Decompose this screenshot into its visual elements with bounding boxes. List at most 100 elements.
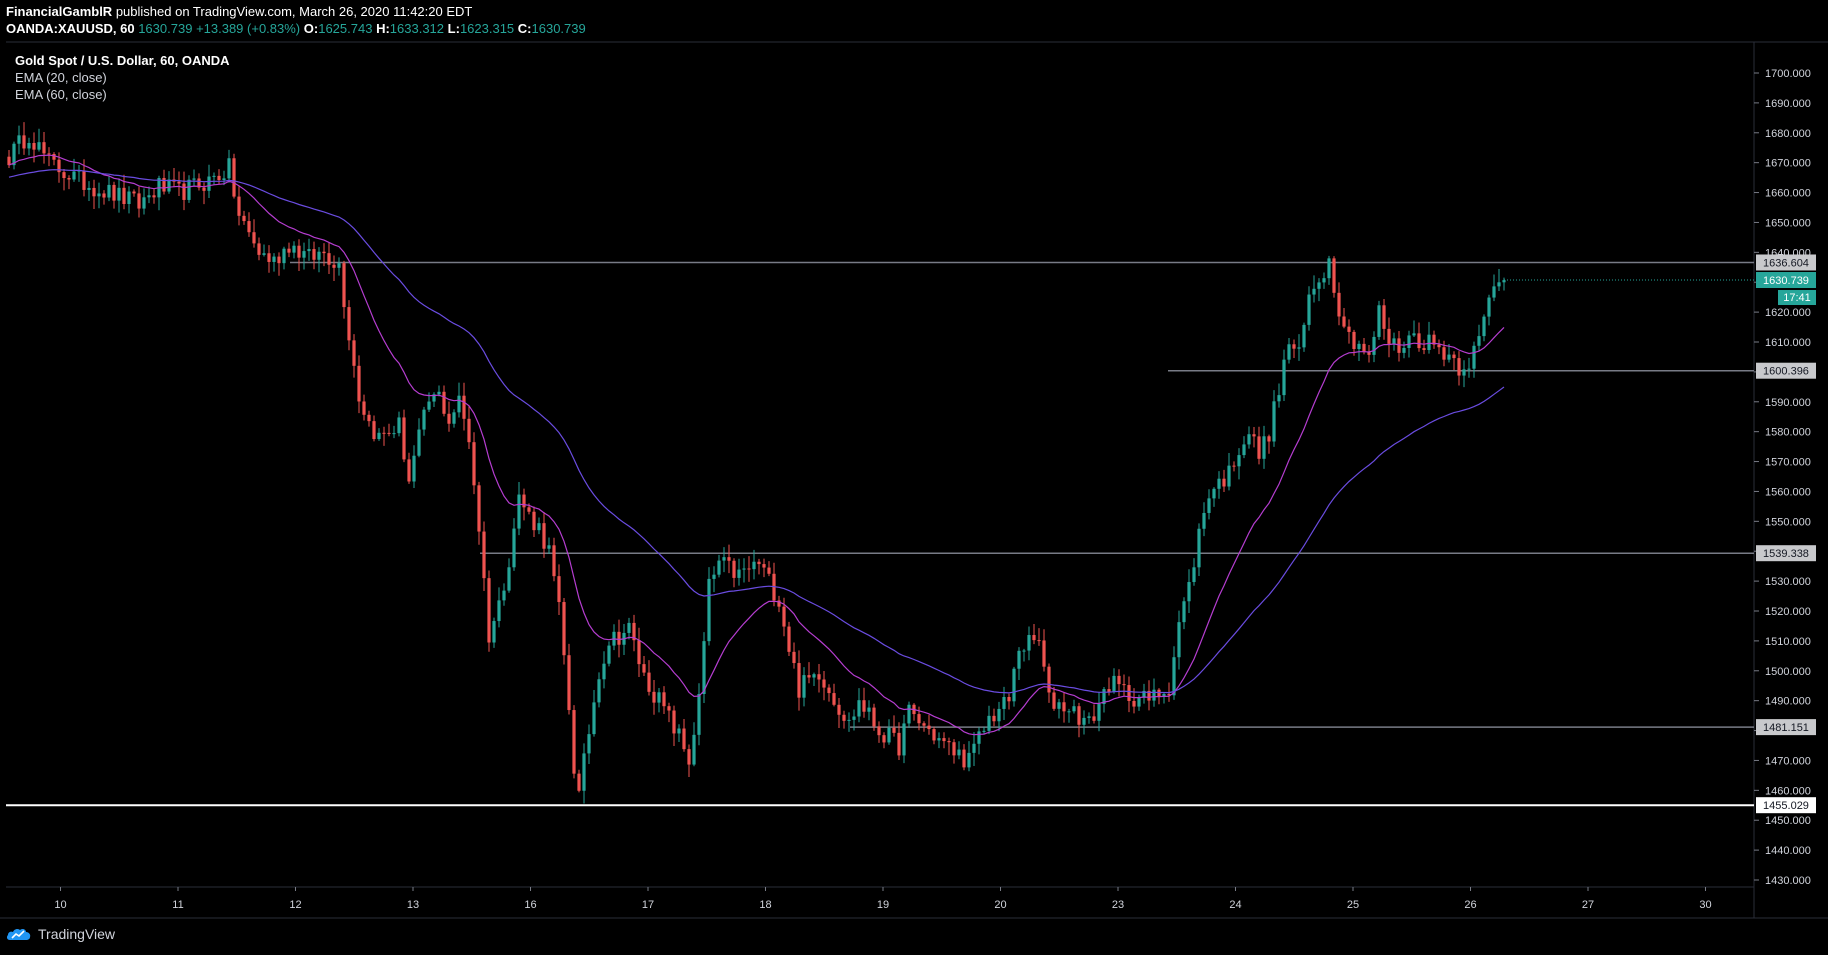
candle-body xyxy=(1062,702,1066,712)
candle-body xyxy=(1232,465,1236,467)
tradingview-logo[interactable]: TradingView xyxy=(6,926,115,942)
candle-body xyxy=(1462,369,1466,376)
close-value: 1630.739 xyxy=(531,21,586,36)
candle-body xyxy=(1497,282,1501,287)
candle-body xyxy=(1152,689,1156,701)
candle-body xyxy=(812,674,816,678)
candle-body xyxy=(1352,331,1356,349)
candle-body xyxy=(417,429,421,456)
candle-body xyxy=(1167,694,1171,696)
candle-body xyxy=(1272,401,1276,442)
candle-body xyxy=(1112,675,1116,693)
candle-body xyxy=(87,187,91,190)
candle-body xyxy=(1047,666,1051,693)
candle-body xyxy=(1377,305,1381,337)
level-price-badge xyxy=(1756,545,1816,562)
y-tick-label: 1530.000 xyxy=(1765,576,1811,588)
candle-body xyxy=(507,567,511,591)
y-tick-label: 1430.000 xyxy=(1765,875,1811,887)
y-tick-label: 1560.000 xyxy=(1765,486,1811,498)
candle-body xyxy=(832,693,836,705)
candle-body xyxy=(767,567,771,574)
candle-body xyxy=(732,560,736,578)
candle-body xyxy=(1142,690,1146,698)
candle-body xyxy=(902,723,906,756)
x-tick-label: 13 xyxy=(407,899,419,911)
x-tick-label: 30 xyxy=(1699,899,1711,911)
candle-body xyxy=(742,568,746,570)
price-axis[interactable]: 1430.000 1440.000 1450.000 1460.000 1470.000… xyxy=(1754,68,1811,887)
candle-body xyxy=(1342,316,1346,327)
indicator-legend: Gold Spot / U.S. Dollar, 60, OANDA EMA (… xyxy=(15,52,230,103)
candle-body xyxy=(362,401,366,415)
candle-body xyxy=(1002,697,1006,709)
candle-body xyxy=(322,251,326,254)
candle-body xyxy=(672,710,676,734)
candle-body xyxy=(1157,689,1161,697)
candle-body xyxy=(1487,297,1491,317)
candle-body xyxy=(1197,528,1201,568)
candle-body xyxy=(1027,635,1031,651)
candle-body xyxy=(387,432,391,434)
candle-body xyxy=(1182,601,1186,623)
candle-body xyxy=(1127,685,1131,701)
candle-body xyxy=(982,730,986,732)
chart-title[interactable]: Gold Spot / U.S. Dollar, 60, OANDA xyxy=(15,53,230,68)
candle-body xyxy=(422,409,426,430)
y-tick-label: 1650.000 xyxy=(1765,217,1811,229)
candle-body xyxy=(472,442,476,486)
y-tick-label: 1670.000 xyxy=(1765,158,1811,170)
time-axis[interactable]: 10 11 12 13 16 17 18 19 20 23 24 25 26 27 30 xyxy=(54,887,1712,911)
candle-body xyxy=(242,215,246,222)
candle-body xyxy=(1502,280,1506,283)
candle-body xyxy=(1037,640,1041,642)
candle-body xyxy=(677,728,681,734)
candle-body xyxy=(1452,354,1456,359)
candle-body xyxy=(867,707,871,712)
candle-body xyxy=(1177,622,1181,658)
candle-body xyxy=(1472,345,1476,369)
candle-body xyxy=(332,264,336,268)
candle-body xyxy=(1417,333,1421,349)
candle-body xyxy=(92,187,96,197)
candle-body xyxy=(1482,316,1486,337)
author-name[interactable]: FinancialGamblR xyxy=(6,4,113,19)
candle-body xyxy=(1477,336,1481,346)
candle-body xyxy=(272,256,276,262)
candle-body xyxy=(707,578,711,642)
candle-body xyxy=(502,590,506,601)
high-label: H: xyxy=(376,21,390,36)
candle-body xyxy=(1357,343,1361,349)
candle-body xyxy=(37,142,41,150)
candle-body xyxy=(17,135,21,144)
candle-body xyxy=(1147,690,1151,701)
candle-body xyxy=(152,195,156,198)
candle-body xyxy=(1362,343,1366,353)
candle-body xyxy=(167,179,171,192)
candle-body xyxy=(557,576,561,603)
candle-body xyxy=(277,256,281,264)
y-tick-label: 1590.000 xyxy=(1765,397,1811,409)
ema20-legend[interactable]: EMA (20, close) xyxy=(15,70,107,85)
x-tick-label: 26 xyxy=(1464,899,1476,911)
tradingview-cloud-icon xyxy=(6,928,31,940)
candle-body xyxy=(22,135,26,149)
level-price-label: 1600.396 xyxy=(1763,366,1809,378)
x-tick-label: 11 xyxy=(172,899,183,911)
candle-body xyxy=(72,171,76,180)
candle-body xyxy=(207,176,211,191)
level-price-badge xyxy=(1756,362,1816,379)
candle-body xyxy=(442,391,446,414)
candle-body xyxy=(582,753,586,791)
ema60-legend[interactable]: EMA (60, close) xyxy=(15,87,107,102)
candle-body xyxy=(1322,278,1326,283)
candle-body xyxy=(1082,717,1086,725)
candle-body xyxy=(562,602,566,656)
y-tick-label: 1610.000 xyxy=(1765,337,1811,349)
candle-body xyxy=(597,679,601,703)
candle-body xyxy=(1337,292,1341,317)
candle-body xyxy=(552,545,556,577)
candle-body xyxy=(1372,336,1376,355)
